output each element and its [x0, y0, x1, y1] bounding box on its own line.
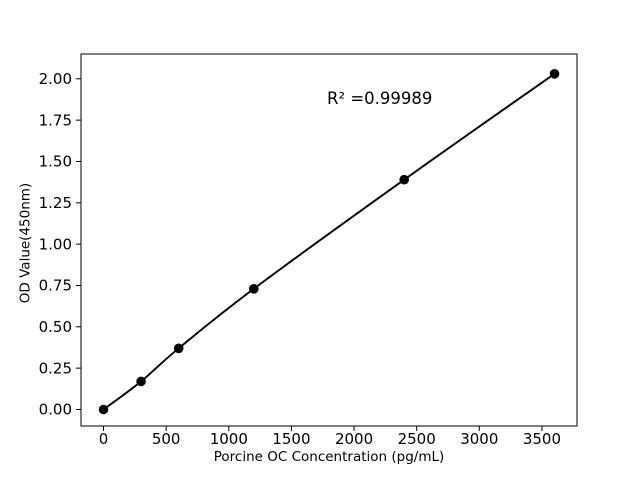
data-point: [136, 376, 146, 387]
data-point: [399, 174, 410, 185]
y-tick-label: 1.50: [39, 153, 72, 171]
fit-line: [102, 72, 556, 411]
y-tick-label: 0.75: [39, 277, 72, 295]
y-tick-label: 2.00: [39, 70, 72, 88]
data-point: [549, 69, 560, 79]
data-point: [173, 343, 184, 354]
data-point: [249, 284, 259, 294]
data-point: [98, 404, 109, 415]
y-tick-label: 1.25: [39, 194, 72, 212]
y-axis-title: OD Value(450nm): [17, 182, 34, 304]
y-tick-label: 1.75: [39, 111, 72, 129]
r-squared-annotation: R² =0.99989: [327, 89, 433, 108]
x-tick-label: 0: [99, 430, 109, 448]
y-tick-label: 1.00: [39, 235, 72, 253]
y-tick-label: 0.25: [39, 359, 72, 377]
x-tick-label: 1500: [272, 430, 310, 448]
x-tick-label: 2000: [335, 430, 373, 448]
x-axis-title: Porcine OC Concentration (pg/mL): [213, 449, 445, 465]
x-tick-label: 1000: [210, 430, 248, 448]
x-tick-label: 2500: [398, 430, 436, 448]
x-tick-label: 500: [152, 430, 181, 448]
x-tick-label: 3000: [460, 430, 498, 448]
x-tick-label: 3500: [523, 430, 561, 448]
y-tick-label: 0.50: [39, 318, 72, 336]
plot-frame: [80, 53, 578, 427]
y-tick-label: 0.00: [39, 401, 72, 419]
